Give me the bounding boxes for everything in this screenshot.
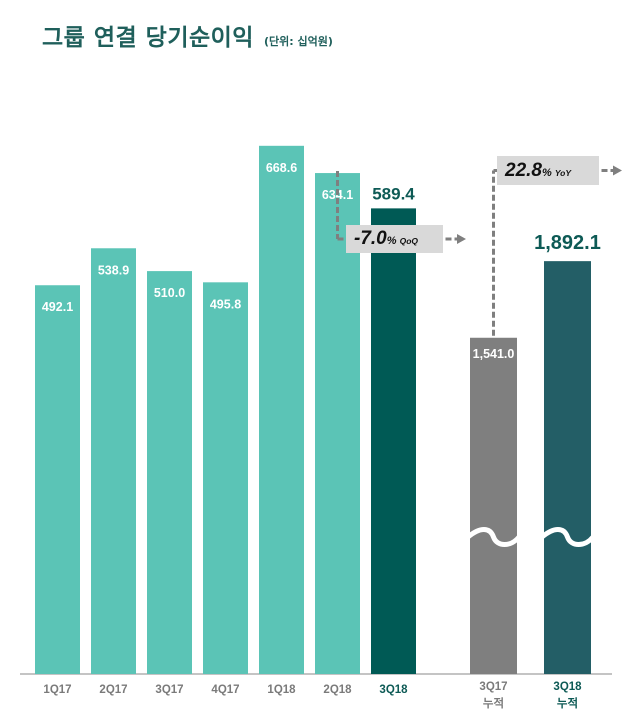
x-tick-2Q18: 2Q18 <box>323 684 352 696</box>
value-label-1Q17: 492.1 <box>42 300 73 314</box>
axis-break-0 <box>466 527 521 547</box>
x-tick-2Q17: 2Q17 <box>99 684 127 696</box>
yoy-callout-box <box>497 156 599 185</box>
value-label-3Q17: 510.0 <box>154 286 185 300</box>
chart-header: 그룹 연결 당기순이익 (단위: 십억원) <box>42 18 333 52</box>
x-tick-cumulative-1-line2: 누적 <box>557 696 578 710</box>
annotations-group: -7.0% QoQ 22.8% YoY <box>336 156 622 336</box>
bar-3Q18 <box>371 208 416 674</box>
bar-cumulative-0 <box>470 337 517 674</box>
x-tick-3Q18: 3Q18 <box>379 684 408 696</box>
bar-4Q17 <box>203 282 248 674</box>
bar-2Q18 <box>315 173 360 674</box>
x-tick-3Q17: 3Q17 <box>155 684 183 696</box>
value-label-3Q18: 589.4 <box>372 184 415 203</box>
qoq-callout-box <box>346 225 443 253</box>
value-label-1Q18: 668.6 <box>266 161 297 175</box>
bar-3Q17 <box>147 271 192 674</box>
qoq-callout-text: -7.0% QoQ <box>354 228 418 249</box>
bar-1Q18 <box>259 145 304 674</box>
axis-break-1 <box>540 527 595 547</box>
bar-cumulative-1 <box>544 261 591 674</box>
bar-2Q17 <box>91 248 136 675</box>
qoq-arrowhead <box>457 234 466 244</box>
yoy-callout-text: 22.8% YoY <box>504 160 572 181</box>
yoy-arrowhead <box>613 165 622 176</box>
value-label-2Q17: 538.9 <box>98 263 129 277</box>
value-label-cumulative-1: 1,892.1 <box>534 232 601 254</box>
x-tick-1Q17: 1Q17 <box>43 684 71 696</box>
cumulative-bars-group: 1,541.0 3Q17 누적 1,892.1 3Q18 누적 <box>466 232 601 710</box>
x-tick-cumulative-0-line2: 누적 <box>483 696 504 710</box>
unit-label: (단위: 십억원) <box>263 35 333 48</box>
value-label-cumulative-0: 1,541.0 <box>473 347 515 361</box>
x-tick-cumulative-1-line1: 3Q18 <box>553 681 582 693</box>
quarterly-bars-group: 492.1 1Q17 538.9 2Q17 510.0 3Q17 495.8 4Q17 668.… <box>20 145 612 696</box>
x-tick-4Q17: 4Q17 <box>211 684 239 696</box>
chart-title: 그룹 연결 당기순이익 <box>42 25 254 51</box>
value-label-4Q17: 495.8 <box>210 297 241 311</box>
x-tick-1Q18: 1Q18 <box>267 684 296 696</box>
x-tick-cumulative-0-line1: 3Q17 <box>479 681 507 693</box>
bar-1Q17 <box>35 285 80 674</box>
